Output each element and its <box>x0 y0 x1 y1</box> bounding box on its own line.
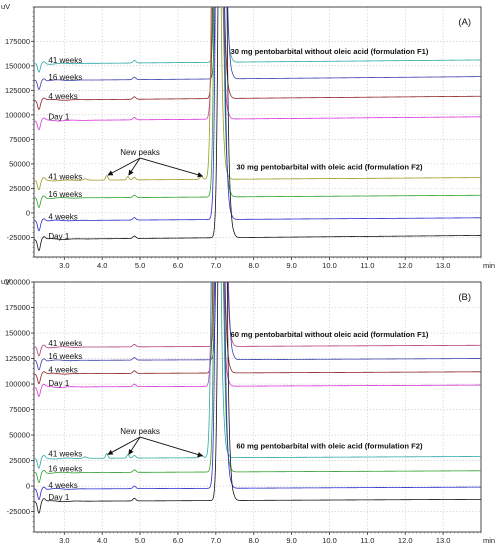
annotation-arrow <box>139 436 204 458</box>
panel-label: (B) <box>458 292 471 303</box>
chromatogram-panel-b: -25000 0 25000 50000 75000 100000 125000 150000… <box>0 275 497 550</box>
series-line <box>34 282 481 397</box>
y-tick-label: 175000 <box>5 303 30 312</box>
series-label: 16 weeks <box>48 190 82 199</box>
x-unit-label: min <box>483 536 495 545</box>
chromatogram-panel-a: -25000 0 25000 50000 75000 100000 125000 150000… <box>1 2 495 270</box>
series-line <box>34 282 481 514</box>
series-label: 41 weeks <box>48 450 82 459</box>
traces-group <box>34 282 481 514</box>
y-tick-label: -25000 <box>7 233 30 242</box>
panel-label: (A) <box>458 17 471 28</box>
x-tick-label: 3.0 <box>59 261 69 270</box>
series-label: 4 weeks <box>48 92 77 101</box>
series-label: 4 weeks <box>48 213 77 222</box>
annotation-arrow <box>107 157 141 176</box>
x-tick-label: 8.0 <box>248 536 258 545</box>
x-tick-label: 4.0 <box>97 536 107 545</box>
y-tick-label: -25000 <box>7 507 30 516</box>
y-unit-label: uV <box>1 277 10 286</box>
x-tick-label: 9.0 <box>286 261 296 270</box>
x-tick-label: 12.0 <box>398 536 413 545</box>
series-label: 4 weeks <box>48 365 77 374</box>
x-tick-label: 5.0 <box>135 536 145 545</box>
x-tick-label: 12.0 <box>398 261 413 270</box>
series-line <box>34 282 481 384</box>
y-tick-label: 25000 <box>9 184 30 193</box>
y-unit-label: uV <box>1 2 10 11</box>
y-tick-label: 175000 <box>5 37 30 46</box>
y-tick-label: 75000 <box>9 135 30 144</box>
y-tick-label: 0 <box>26 482 30 491</box>
x-tick-label: 10.0 <box>322 536 337 545</box>
group-label: 30 mg pentobarbital with oleic acid (for… <box>236 163 423 172</box>
x-tick-label: 9.0 <box>286 536 296 545</box>
y-tick-label: 25000 <box>9 456 30 465</box>
plot-frame <box>33 281 482 533</box>
traces-group <box>34 7 481 252</box>
chromatogram-a-svg: -25000 0 25000 50000 75000 100000 125000 150000… <box>1 2 495 270</box>
series-label: 41 weeks <box>48 56 82 65</box>
annotation-arrow <box>107 436 141 455</box>
x-tick-label: 10.0 <box>322 261 337 270</box>
series-label: Day 1 <box>48 379 69 388</box>
group-label: 30 mg pentobarbital without oleic acid (… <box>231 47 429 56</box>
x-tick-label: 3.0 <box>59 536 69 545</box>
x-tick-label: 8.0 <box>248 261 258 270</box>
y-tick-label: 100000 <box>5 110 30 119</box>
series-line <box>34 7 481 110</box>
series-line <box>34 7 481 131</box>
y-tick-label: 125000 <box>5 86 30 95</box>
series-label: 41 weeks <box>48 339 82 348</box>
annotation-arrow <box>128 436 141 455</box>
series-label: Day 1 <box>48 493 69 502</box>
y-tick-label: 200000 <box>5 278 30 287</box>
y-tick-label: 50000 <box>9 159 30 168</box>
x-tick-label: 6.0 <box>173 261 183 270</box>
x-tick-label: 4.0 <box>97 261 107 270</box>
series-label: 16 weeks <box>48 464 82 473</box>
group-label: 60 mg pentobarbital without oleic acid (… <box>231 330 429 339</box>
series-line <box>34 282 481 371</box>
series-line <box>34 282 481 469</box>
chromatogram-b-svg: -25000 0 25000 50000 75000 100000 125000 150000… <box>1 277 495 545</box>
x-tick-label: 13.0 <box>436 536 451 545</box>
series-line <box>34 282 481 357</box>
y-tick-label: 75000 <box>9 405 30 414</box>
series-line <box>34 282 481 500</box>
annotation-arrow <box>128 157 141 176</box>
series-line <box>34 7 481 208</box>
series-line <box>34 7 481 252</box>
x-tick-label: 6.0 <box>173 536 183 545</box>
x-tick-label: 7.0 <box>211 536 221 545</box>
annotation-label: New peaks <box>120 427 160 436</box>
series-label: 16 weeks <box>48 73 82 82</box>
x-tick-label: 11.0 <box>360 261 374 270</box>
series-line <box>34 7 481 232</box>
series-label: 4 weeks <box>48 481 77 490</box>
series-line <box>34 7 481 73</box>
y-tick-label: 50000 <box>9 431 30 440</box>
group-label: 60 mg pentobarbital with oleic acid (for… <box>236 441 423 450</box>
y-tick-label: 150000 <box>5 329 30 338</box>
series-label: 41 weeks <box>48 173 82 182</box>
series-line <box>34 7 481 90</box>
x-tick-label: 5.0 <box>135 261 145 270</box>
y-tick-label: 150000 <box>5 61 30 70</box>
annotation-arrow <box>139 157 204 178</box>
series-line <box>34 282 481 483</box>
series-label: 16 weeks <box>48 352 82 361</box>
series-line <box>34 7 481 191</box>
x-tick-label: 13.0 <box>436 261 451 270</box>
x-unit-label: min <box>483 261 495 270</box>
y-tick-label: 100000 <box>5 380 30 389</box>
series-label: Day 1 <box>48 113 69 122</box>
annotation-label: New peaks <box>120 148 160 157</box>
y-tick-label: 125000 <box>5 354 30 363</box>
series-label: Day 1 <box>48 232 69 241</box>
y-tick-label: 0 <box>26 208 30 217</box>
x-tick-label: 11.0 <box>360 536 374 545</box>
x-tick-label: 7.0 <box>211 261 221 270</box>
